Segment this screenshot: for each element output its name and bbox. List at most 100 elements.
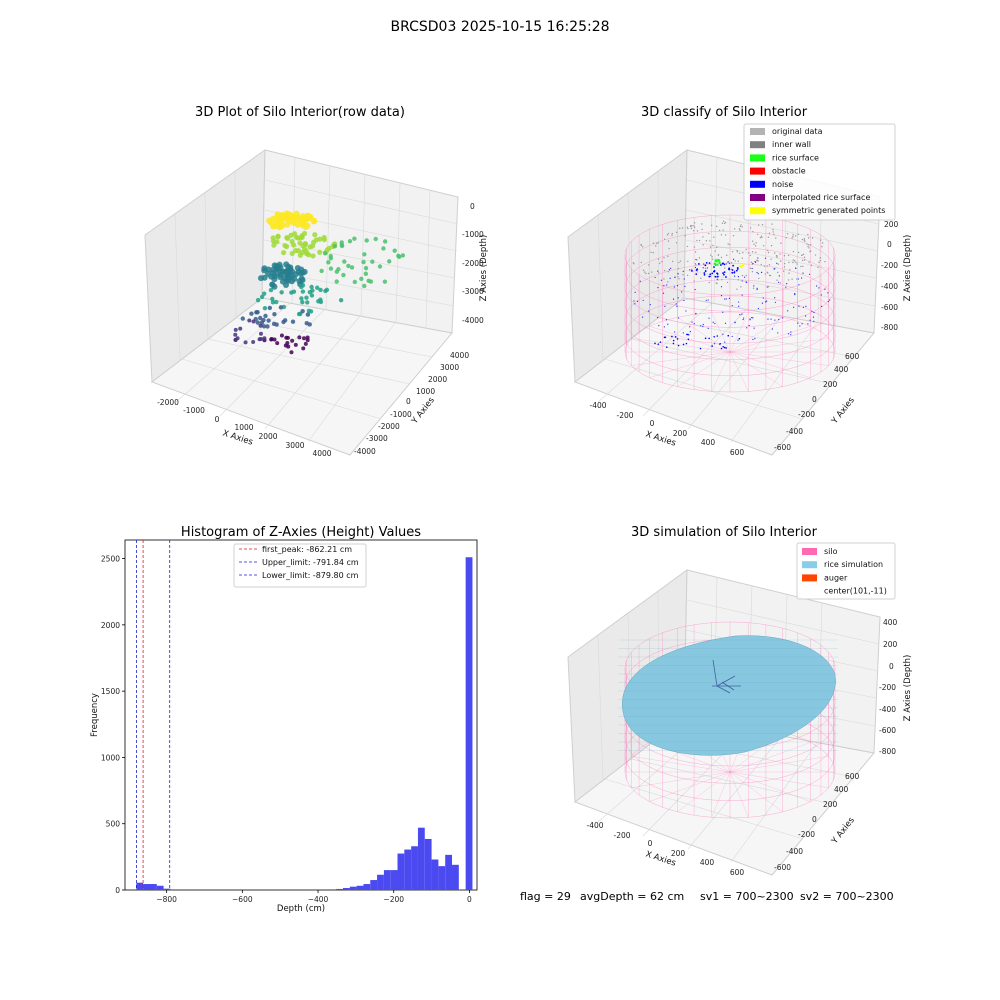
classified-point xyxy=(727,261,729,263)
classified-point xyxy=(795,261,797,264)
histogram-x-tick: −800 xyxy=(156,895,177,904)
classified-point xyxy=(709,254,712,256)
panel4-z-ticks: 400 200 0 -200 -400 -600 -800 xyxy=(879,618,898,756)
raw-point xyxy=(300,283,306,288)
histogram-y-tick: 500 xyxy=(106,820,121,829)
classified-point xyxy=(752,262,754,265)
classified-point xyxy=(797,251,800,254)
raw-point xyxy=(300,299,305,305)
classified-point xyxy=(702,325,704,328)
classified-point xyxy=(736,249,738,252)
classified-point xyxy=(786,283,788,285)
legend-label: interpolated rice surface xyxy=(772,193,870,202)
panel1-x-ticks: -2000 -1000 0 1000 2000 3000 4000 xyxy=(157,398,332,458)
classified-point xyxy=(682,343,685,346)
raw-point xyxy=(318,299,324,305)
classified-point xyxy=(699,347,702,350)
raw-point xyxy=(271,242,277,248)
classified-point xyxy=(690,224,692,227)
classified-point xyxy=(793,306,795,308)
classified-point xyxy=(724,298,726,300)
raw-point xyxy=(261,324,267,329)
classified-point xyxy=(741,294,743,296)
classified-point xyxy=(764,301,767,303)
panel1-x-tick: 2000 xyxy=(258,432,277,441)
classified-point xyxy=(676,285,679,287)
classified-point xyxy=(657,272,660,274)
classified-point xyxy=(811,237,814,239)
panel1-y-tick: -4000 xyxy=(354,447,376,456)
raw-point xyxy=(265,270,272,277)
raw-point xyxy=(283,261,290,268)
silo-floor-spoke xyxy=(677,351,731,387)
classified-point xyxy=(663,257,665,259)
raw-point xyxy=(359,276,364,282)
classified-point xyxy=(720,264,722,266)
classified-point xyxy=(752,230,754,233)
raw-point xyxy=(396,253,401,259)
silo-floor-spoke xyxy=(711,771,731,818)
classified-point xyxy=(774,319,776,321)
classified-point xyxy=(678,261,680,264)
classified-point xyxy=(771,223,773,225)
classified-point xyxy=(804,240,806,243)
classified-point xyxy=(709,240,711,242)
classified-point xyxy=(733,271,736,274)
histogram-bar xyxy=(349,886,357,890)
classified-point xyxy=(657,270,659,272)
classified-point xyxy=(670,267,672,269)
raw-point xyxy=(297,335,302,340)
classified-point xyxy=(740,224,742,226)
classified-point xyxy=(776,256,778,258)
classified-point xyxy=(701,228,703,231)
classified-point xyxy=(737,260,739,262)
histogram-x-tick: −600 xyxy=(232,895,253,904)
classified-point xyxy=(707,327,709,329)
classified-point xyxy=(684,285,686,287)
panel1-z-tick: -3000 xyxy=(462,287,484,296)
classified-point xyxy=(763,265,766,267)
classified-point xyxy=(636,300,639,303)
raw-point xyxy=(324,247,330,253)
raw-point xyxy=(290,319,296,324)
classified-point xyxy=(748,324,750,327)
classified-point xyxy=(673,286,675,288)
classified-point xyxy=(693,225,695,227)
classified-point xyxy=(671,335,673,338)
classified-point xyxy=(696,230,699,232)
raw-point xyxy=(306,308,312,314)
classified-point xyxy=(756,287,758,289)
classified-point xyxy=(683,278,685,280)
raw-point xyxy=(339,242,344,248)
classified-point xyxy=(677,297,679,299)
classified-point xyxy=(743,317,745,319)
classified-point xyxy=(812,316,815,318)
classified-point xyxy=(777,332,779,334)
classified-point xyxy=(722,229,724,231)
panel1-y-tick: 0 xyxy=(406,397,411,406)
raw-point xyxy=(326,260,331,265)
classified-point xyxy=(716,263,719,266)
classified-point xyxy=(774,301,776,303)
classified-point xyxy=(797,322,799,324)
classified-point xyxy=(755,242,757,244)
classified-point xyxy=(796,278,798,280)
histogram-bar xyxy=(163,888,171,890)
classified-point xyxy=(658,325,660,327)
classified-point xyxy=(703,272,706,274)
classified-point xyxy=(735,269,738,272)
panel1-title: 3D Plot of Silo Interior(row data) xyxy=(195,105,405,120)
panel4-legend: silo rice simulation auger center(101,-11) xyxy=(796,542,896,600)
classified-point xyxy=(702,323,704,326)
classified-point xyxy=(671,232,673,235)
classified-point xyxy=(792,261,794,264)
classified-point xyxy=(686,226,689,228)
raw-point xyxy=(300,308,305,314)
raw-point xyxy=(305,312,311,317)
raw-point xyxy=(315,285,320,290)
classified-point xyxy=(757,233,759,236)
raw-point xyxy=(283,343,288,348)
panel2-z-tick: -600 xyxy=(881,303,898,312)
classified-point xyxy=(669,277,671,279)
legend-label: rice surface xyxy=(772,153,819,162)
